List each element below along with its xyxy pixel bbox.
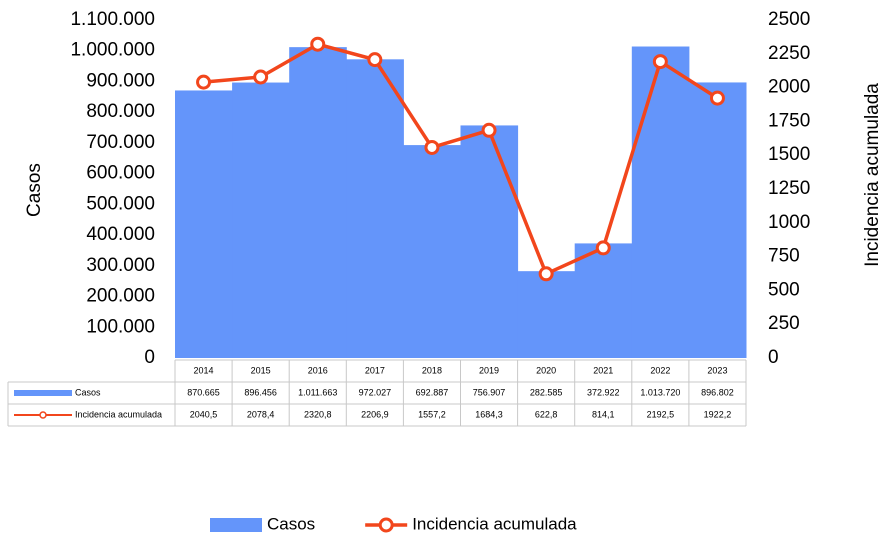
- y-tick-label: 400.000: [86, 224, 155, 245]
- y-tick-label: 500.000: [86, 193, 155, 214]
- bar: [517, 271, 576, 358]
- y-tick-label: 900.000: [86, 70, 155, 91]
- bar: [403, 145, 461, 358]
- line: [203, 42, 719, 276]
- marker: [652, 54, 668, 70]
- y-axis-title: Casos: [24, 163, 45, 217]
- y2-tick-label: 750: [768, 246, 800, 267]
- bar: [232, 82, 290, 358]
- data-label: 2206,9: [361, 409, 389, 419]
- y2-tick-label: 1500: [768, 144, 810, 165]
- x-tick-label: 2023: [707, 365, 727, 375]
- y2-tick-label: 250: [768, 313, 800, 334]
- y2-tick-label: 500: [768, 279, 800, 300]
- data-label: 2192,5: [647, 409, 675, 419]
- y-tick-label: 300.000: [86, 255, 155, 276]
- y2-tick-label: 2250: [768, 43, 810, 64]
- y2-tick-label: 1250: [768, 178, 810, 199]
- y-tick-label: 0: [144, 347, 155, 368]
- bar: [631, 46, 690, 359]
- table-legend-label: Casos: [75, 387, 101, 397]
- x-tick-label: 2020: [536, 365, 556, 375]
- y2-tick-label: 2000: [768, 77, 810, 98]
- table-legend-label: Incidencia acumulada: [75, 409, 162, 419]
- legend-swatch: [210, 518, 262, 532]
- x-tick-label: 2017: [365, 365, 385, 375]
- data-label: 692.887: [416, 387, 449, 397]
- y2-tick-label: 0: [768, 347, 779, 368]
- marker: [709, 90, 725, 106]
- bar: [289, 47, 347, 358]
- data-label: 896.802: [701, 387, 734, 397]
- y-tick-label: 600.000: [86, 163, 155, 184]
- y-tick-label: 200.000: [86, 286, 155, 307]
- data-label: 1.013.720: [640, 387, 680, 397]
- marker: [253, 69, 269, 85]
- marker: [424, 139, 440, 155]
- y2-axis-title: Incidencia acumulada: [862, 83, 883, 267]
- x-tick-label: 2022: [650, 365, 670, 375]
- x-tick-label: 2016: [308, 365, 328, 375]
- legend-label: Casos: [267, 514, 315, 533]
- marker: [481, 122, 497, 138]
- marker: [538, 266, 554, 282]
- bar: [346, 59, 404, 359]
- data-label: 1684,3: [475, 409, 503, 419]
- table-legend-marker: [39, 411, 47, 419]
- bar: [688, 82, 747, 359]
- y2-tick-label: 1750: [768, 110, 810, 131]
- x-tick-label: 2021: [593, 365, 613, 375]
- data-label: 2320,8: [304, 409, 332, 419]
- data-label: 1557,2: [418, 409, 446, 419]
- data-label: 372.922: [587, 387, 620, 397]
- x-tick-label: 2019: [479, 365, 499, 375]
- legend-label: Incidencia acumulada: [412, 514, 577, 533]
- data-label: 2078,4: [247, 409, 275, 419]
- x-tick-label: 2018: [422, 365, 442, 375]
- y-tick-label: 700.000: [86, 132, 155, 153]
- table-legend-swatch: [14, 390, 72, 396]
- marker: [595, 240, 611, 256]
- y2-tick-label: 2500: [768, 9, 810, 30]
- x-tick-label: 2014: [194, 365, 214, 375]
- data-label: 896.456: [244, 387, 277, 397]
- data-label: 1.011.663: [298, 387, 337, 397]
- bar: [175, 90, 233, 359]
- x-tick-label: 2015: [251, 365, 271, 375]
- legend-marker: [378, 517, 394, 533]
- marker: [310, 36, 326, 52]
- data-label: 1922,2: [704, 409, 732, 419]
- y-tick-label: 1.000.000: [70, 40, 155, 61]
- bar: [460, 125, 519, 358]
- y-tick-label: 100.000: [86, 316, 155, 337]
- y2-tick-label: 1000: [768, 212, 810, 233]
- data-label: 870.665: [187, 387, 220, 397]
- y-tick-label: 800.000: [86, 101, 155, 122]
- data-label: 972.027: [359, 387, 392, 397]
- data-label: 756.907: [473, 387, 506, 397]
- y-tick-label: 1.100.000: [70, 9, 155, 30]
- data-label: 2040,5: [190, 409, 218, 419]
- data-label: 622,8: [535, 409, 558, 419]
- data-label: 282.585: [530, 387, 563, 397]
- marker: [196, 74, 212, 90]
- marker: [367, 52, 383, 68]
- bar: [574, 243, 633, 358]
- data-label: 814,1: [592, 409, 615, 419]
